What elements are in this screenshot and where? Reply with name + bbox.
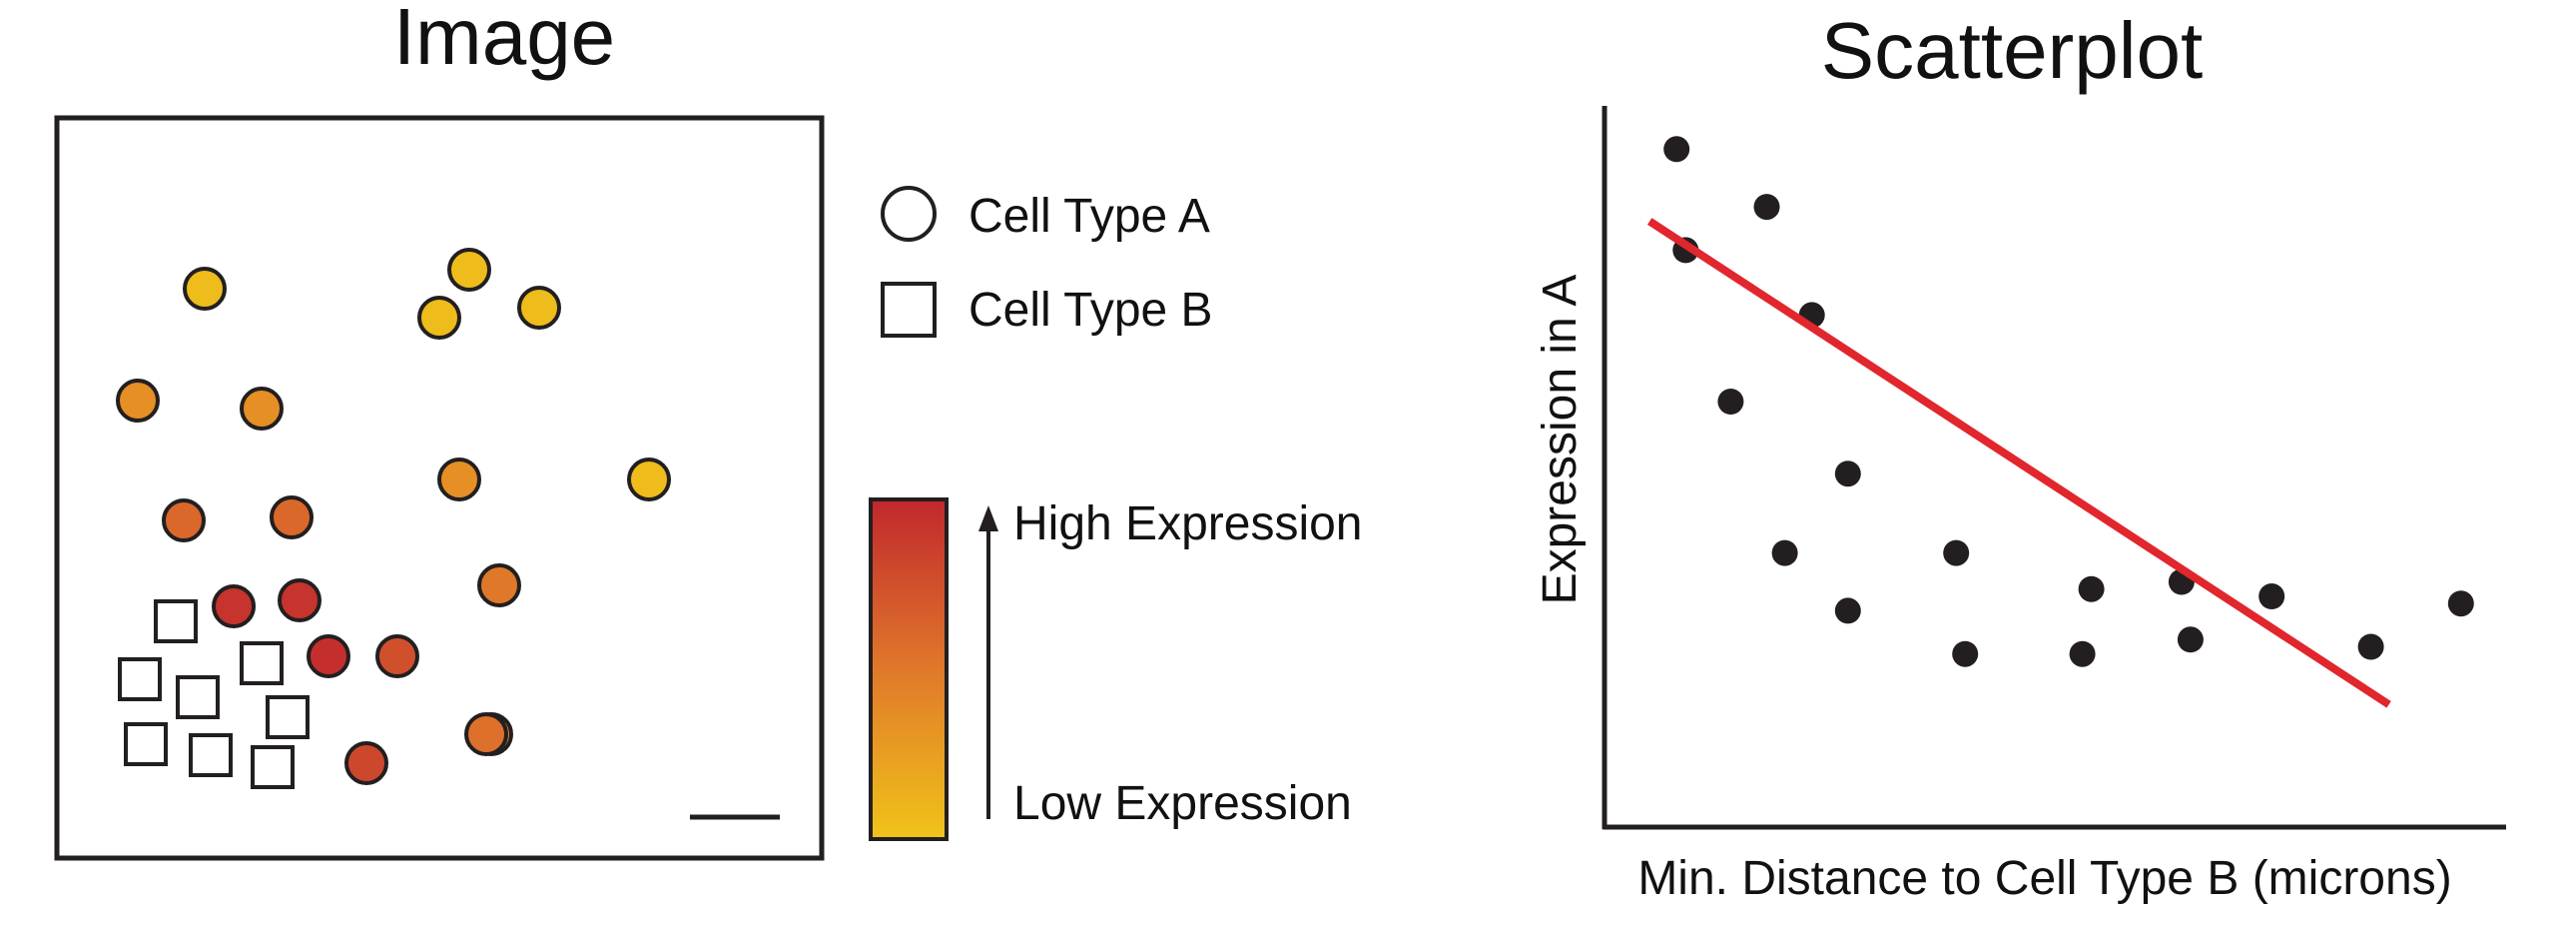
- scatter-point: [1834, 597, 1861, 624]
- cell-type-a-circle: [447, 248, 491, 292]
- scatter-point: [1834, 461, 1861, 487]
- y-axis-label: Expression in A: [1534, 275, 1587, 605]
- trend-line: [1647, 218, 2391, 708]
- expression-colorbar: High Expression Low Expression: [869, 497, 1363, 841]
- scatter-point: [2177, 626, 2204, 653]
- cells-b-group: [118, 599, 310, 789]
- scatter-points: [1663, 136, 2474, 667]
- cell-type-a-circle: [162, 498, 206, 542]
- cell-type-a-circle: [375, 634, 419, 678]
- cell-type-a-circle: [116, 379, 160, 423]
- scatter-point: [1943, 539, 1970, 566]
- low-expression-label: Low Expression: [1013, 777, 1352, 830]
- square-icon: [881, 282, 937, 338]
- cell-type-a-circle: [278, 578, 322, 622]
- image-panel: Image: [54, 0, 825, 861]
- cell-type-b-square: [118, 657, 162, 701]
- cell-type-a-circle: [270, 495, 314, 539]
- colorbar-gradient: [869, 497, 949, 841]
- cell-type-legend: Cell Type A Cell Type B: [881, 186, 1213, 338]
- cell-type-b-square: [240, 641, 284, 685]
- scatter-point: [1753, 194, 1780, 221]
- scatter-point: [1663, 136, 1690, 163]
- cell-type-a-circle: [464, 712, 508, 756]
- scatter-point: [1771, 539, 1798, 566]
- circle-icon: [881, 186, 937, 242]
- chart-title: Scatterplot: [1821, 6, 2203, 95]
- arrow-head: [978, 505, 998, 531]
- x-axis-label: Min. Distance to Cell Type B (microns): [1637, 852, 2451, 905]
- legend-label-cell-type-b: Cell Type B: [968, 284, 1213, 337]
- scatter-point: [2069, 640, 2096, 667]
- cell-type-a-circle: [183, 267, 227, 311]
- scatter-point: [1952, 640, 1979, 667]
- scatter-point: [2447, 590, 2474, 617]
- cell-type-a-circle: [307, 634, 350, 678]
- scatter-point: [2258, 583, 2285, 609]
- scatter-point: [2357, 633, 2384, 660]
- cell-type-a-circle: [477, 563, 521, 607]
- scatter-point: [2078, 575, 2105, 602]
- cell-type-a-circle: [240, 387, 284, 431]
- cell-type-b-square: [266, 695, 310, 739]
- cell-type-a-circle: [212, 584, 256, 628]
- cell-type-b-square: [176, 675, 220, 719]
- cell-type-b-square: [124, 722, 168, 766]
- cell-type-b-square: [189, 733, 233, 777]
- cell-type-a-circle: [344, 741, 388, 785]
- cell-type-b-square: [154, 599, 198, 643]
- cell-type-a-circle: [517, 286, 561, 330]
- cell-type-a-circle: [437, 458, 481, 501]
- high-expression-label: High Expression: [1013, 497, 1363, 550]
- image-panel-title: Image: [393, 0, 615, 81]
- cell-type-b-square: [251, 745, 295, 789]
- legend-label-cell-type-a: Cell Type A: [968, 190, 1210, 243]
- scatterplot-panel: Scatterplot Expression in A Min. Distanc…: [1534, 6, 2506, 905]
- cells-a-group: [116, 248, 671, 785]
- scatter-point: [1717, 389, 1744, 415]
- cell-type-a-circle: [627, 458, 671, 501]
- cell-type-a-circle: [417, 296, 461, 340]
